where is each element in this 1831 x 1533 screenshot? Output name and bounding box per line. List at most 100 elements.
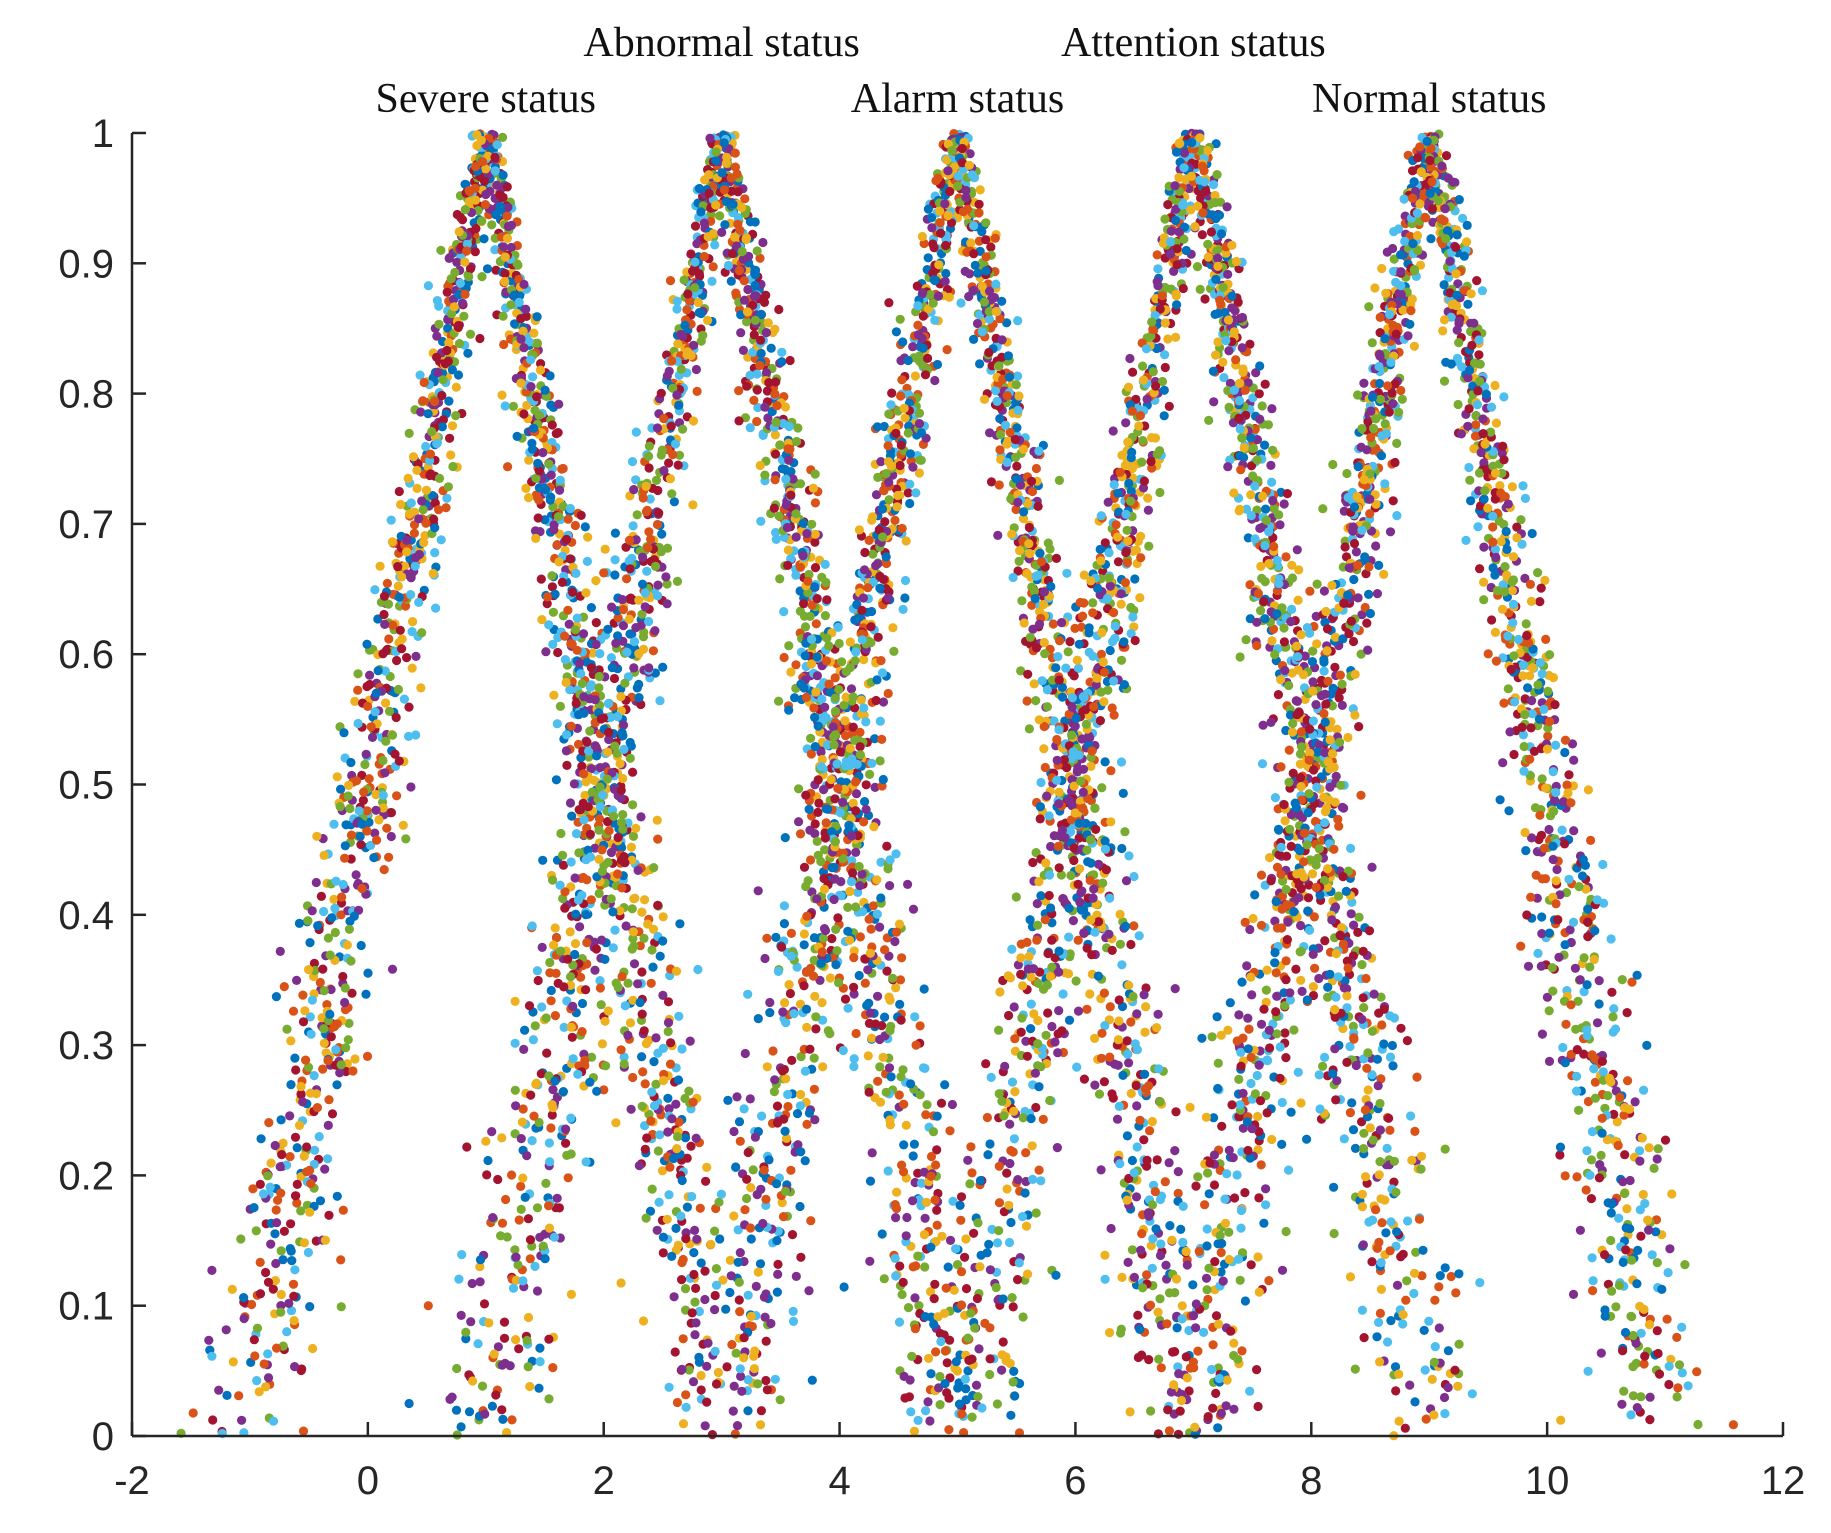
scatter-point	[419, 377, 429, 388]
scatter-point	[799, 862, 810, 872]
scatter-point	[499, 1317, 510, 1327]
scatter-point	[602, 774, 613, 784]
scatter-point	[663, 997, 674, 1007]
scatter-point	[690, 257, 700, 267]
scatter-point	[461, 1327, 471, 1337]
scatter-point	[801, 692, 812, 703]
scatter-point	[913, 1251, 923, 1261]
scatter-point	[830, 874, 840, 884]
scatter-point	[884, 1063, 895, 1073]
scatter-point	[252, 1323, 263, 1333]
scatter-point	[1089, 884, 1099, 894]
scatter-point	[268, 1284, 278, 1294]
scatter-point	[907, 1351, 917, 1361]
scatter-point	[651, 1079, 661, 1089]
scatter-point	[876, 656, 886, 666]
scatter-point	[417, 496, 427, 506]
scatter-point	[545, 1157, 555, 1167]
scatter-point	[926, 1242, 936, 1252]
scatter-point	[729, 1211, 739, 1221]
scatter-point	[734, 1117, 745, 1127]
scatter-point	[635, 997, 645, 1008]
scatter-point	[749, 330, 759, 340]
scatter-point	[561, 677, 571, 688]
scatter-point	[794, 784, 804, 794]
scatter-point	[657, 529, 667, 539]
scatter-point	[1208, 1340, 1218, 1350]
scatter-point	[404, 428, 414, 438]
scatter-point	[575, 658, 585, 669]
scatter-point	[554, 399, 564, 409]
scatter-point	[299, 1238, 309, 1248]
scatter-point	[661, 572, 671, 582]
scatter-point	[909, 1139, 920, 1149]
scatter-point	[600, 1016, 610, 1026]
scatter-point	[568, 587, 578, 597]
scatter-point	[533, 975, 543, 986]
scatter-point	[825, 973, 836, 983]
scatter-point	[940, 1080, 950, 1090]
scatter-point	[619, 1052, 629, 1062]
scatter-point	[834, 684, 844, 695]
scatter-point	[366, 840, 376, 851]
scatter-point	[933, 173, 943, 183]
scatter-point	[387, 730, 398, 740]
scatter-point	[251, 1226, 261, 1236]
scatter-point	[500, 401, 510, 411]
scatter-point	[553, 428, 563, 438]
scatter-point	[360, 759, 370, 770]
scatter-point	[382, 578, 392, 589]
scatter-point	[667, 1114, 677, 1124]
scatter-point	[913, 320, 923, 330]
scatter-point	[653, 900, 663, 911]
scatter-point	[259, 1359, 269, 1369]
scatter-point	[272, 1343, 282, 1353]
scatter-point	[568, 1001, 578, 1012]
scatter-point	[456, 212, 466, 222]
scatter-point	[677, 1257, 687, 1268]
scatter-point	[750, 1346, 760, 1356]
scatter-point	[778, 1007, 788, 1017]
scatter-point	[648, 646, 659, 656]
scatter-point	[549, 525, 559, 535]
scatter-point	[544, 1394, 554, 1404]
scatter-point	[898, 604, 908, 615]
scatter-point	[628, 1072, 638, 1083]
scatter-point	[546, 470, 556, 480]
scatter-point	[921, 1197, 932, 1207]
scatter-point	[409, 528, 419, 538]
scatter-point	[749, 395, 759, 405]
scatter-point	[340, 853, 350, 863]
scatter-point	[664, 1190, 674, 1200]
scatter-point	[634, 693, 644, 703]
scatter-point	[374, 815, 384, 825]
scatter-point	[847, 831, 857, 841]
scatter-point	[873, 632, 883, 642]
scatter-point	[404, 1398, 414, 1409]
scatter-point	[877, 504, 888, 514]
scatter-point	[470, 161, 481, 172]
scatter-point	[366, 722, 376, 732]
scatter-point	[348, 1066, 358, 1076]
scatter-point	[703, 232, 713, 242]
scatter-point	[339, 728, 349, 738]
scatter-point	[548, 639, 558, 650]
scatter-point	[1123, 1257, 1133, 1267]
scatter-point	[419, 538, 429, 548]
scatter-point	[534, 495, 544, 505]
scatter-point	[615, 759, 625, 769]
scatter-point	[370, 707, 380, 717]
scatter-point	[291, 1065, 301, 1075]
scatter-point	[974, 199, 984, 209]
scatter-point	[649, 1057, 659, 1067]
scatter-point	[773, 966, 784, 977]
scatter-point	[658, 662, 668, 672]
scatter-point	[502, 211, 512, 221]
scatter-point	[276, 1307, 286, 1317]
scatter-point	[997, 335, 1007, 345]
scatter-point	[649, 863, 659, 873]
scatter-point	[674, 400, 684, 410]
scatter-point	[400, 561, 410, 571]
scatter-point	[430, 396, 440, 407]
scatter-point	[928, 1127, 939, 1137]
